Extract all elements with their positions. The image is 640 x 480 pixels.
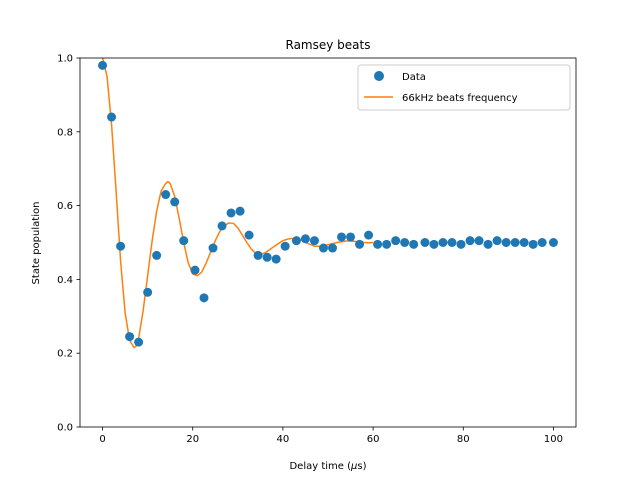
data-point [537,238,547,247]
data-point [328,243,338,253]
data-point [400,238,410,247]
data-point [262,252,272,262]
axes-frame [79,57,577,428]
data-point [409,239,419,249]
y-axis-title: State population [31,202,42,285]
data-point [391,236,401,246]
data-point [300,234,310,244]
data-point [483,239,493,249]
y-tick-label: 0.2 [57,349,73,360]
data-point [199,293,209,303]
legend-label-fit: 66kHz beats frequency [402,93,518,104]
data-point [152,250,162,260]
y-tick-label: 0.4 [57,275,73,286]
data-point [107,112,117,122]
data-point [346,232,356,242]
plot-area [98,57,558,349]
data-point [519,238,529,247]
x-axis-title: Delay time (μs) [289,461,366,472]
data-point [318,243,328,253]
x-tick-label: 60 [367,434,380,445]
x-tick-label: 40 [277,434,290,445]
data-point [170,197,180,207]
data-point [528,239,538,249]
data-point [456,239,466,249]
data-point [501,238,511,247]
data-point [116,241,126,251]
data-point [125,332,135,342]
data-point [280,241,290,251]
data-point [244,230,254,240]
y-tick-label: 0.8 [57,127,73,138]
data-point [438,238,448,247]
data-point [235,206,245,216]
data-point [271,254,281,264]
data-point [447,238,457,247]
data-point [420,238,430,247]
data-point [217,221,227,231]
data-point [337,232,347,242]
y-tick-label: 0.0 [57,423,73,434]
data-point [208,243,218,253]
data-point [364,230,374,240]
data-point [492,236,502,246]
x-tick-label: 0 [99,434,105,445]
data-point [309,236,319,246]
x-tick-label: 100 [544,434,563,445]
data-point [98,60,108,70]
data-point [355,239,365,249]
data-point [373,239,383,249]
data-point [226,208,236,218]
legend-frame [357,64,571,111]
data-point [429,239,439,249]
data-point [548,238,558,247]
data-point [161,190,171,200]
legend-label-data: Data [402,72,426,83]
data-point [474,236,484,246]
data-point [291,236,301,246]
chart-title: Ramsey beats [286,38,371,52]
data-point [382,239,392,249]
y-tick-label: 1.0 [57,54,73,65]
legend-marker-data [374,71,384,81]
data-point [179,236,189,246]
data-point [134,337,144,347]
x-tick-label: 20 [186,434,199,445]
data-point [143,287,153,297]
legend: Data 66kHz beats frequency [357,64,571,111]
x-tick-label: 80 [457,434,470,445]
data-point [465,236,475,246]
y-tick-label: 0.6 [57,201,73,212]
data-point [253,250,263,260]
axes: 0 20 40 60 80 100 0.0 0.2 0.4 0.6 0.8 1.0 [57,54,577,445]
data-point [190,265,200,275]
data-point [510,238,520,247]
